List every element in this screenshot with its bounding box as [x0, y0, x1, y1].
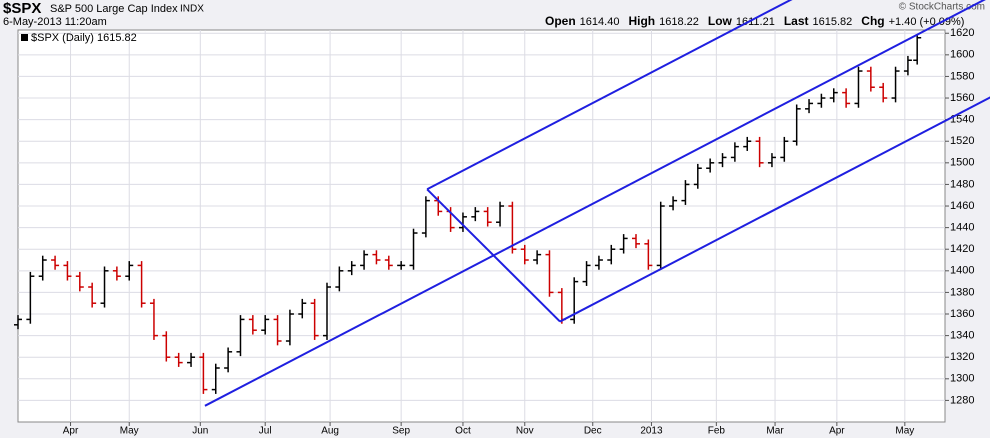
handle-base: [426, 188, 561, 323]
x-tick-label: Nov: [516, 426, 534, 437]
y-tick-label: 1620: [950, 27, 974, 39]
quote-label: Open: [545, 14, 576, 28]
symbol: $SPX: [3, 0, 41, 17]
x-tick-label: May: [120, 426, 139, 437]
y-tick-label: 1460: [950, 200, 974, 212]
quote-label: High: [628, 14, 655, 28]
x-tick-label: May: [895, 426, 914, 437]
quote-value: 1614.40: [580, 16, 620, 28]
x-tick-label: Oct: [455, 426, 471, 437]
y-tick-label: 1320: [950, 351, 974, 363]
y-tick-label: 1280: [950, 394, 974, 406]
y-tick-label: 1580: [950, 70, 974, 82]
quote-value: 1611.21: [736, 16, 775, 28]
quote-label: Last: [784, 14, 809, 28]
quote-value: 1618.22: [659, 16, 699, 28]
y-tick-label: 1420: [950, 243, 974, 255]
quote-label: Low: [708, 14, 733, 28]
legend-swatch: [21, 34, 28, 41]
exchange: INDX: [180, 4, 204, 15]
legend: $SPX (Daily) 1615.82: [31, 32, 137, 44]
x-tick-label: Apr: [829, 426, 845, 437]
quote-label: Chg: [861, 14, 884, 28]
x-tick-label: Mar: [766, 426, 784, 437]
y-tick-label: 1300: [950, 373, 974, 385]
plot-area: [17, 29, 946, 423]
y-tick-label: 1560: [950, 92, 974, 104]
y-tick-label: 1380: [950, 286, 974, 298]
y-tick-label: 1440: [950, 222, 974, 234]
x-tick-label: Sep: [392, 426, 410, 437]
y-tick-label: 1500: [950, 157, 974, 169]
y-tick-label: 1340: [950, 330, 974, 342]
date: 6-May-2013 11:20am: [3, 16, 107, 28]
x-tick-label: Feb: [708, 426, 726, 437]
x-tick-label: Apr: [63, 426, 79, 437]
x-tick-label: Jun: [192, 426, 208, 437]
x-tick-label: Dec: [584, 426, 602, 437]
quote-value: +1.40 (+0.09%): [889, 16, 965, 28]
y-tick-label: 1540: [950, 114, 974, 126]
y-tick-label: 1480: [950, 178, 974, 190]
x-tick-label: Aug: [321, 426, 339, 437]
quote-value: 1615.82: [813, 16, 853, 28]
y-tick-label: 1600: [950, 49, 974, 61]
x-tick-label: 2013: [640, 426, 663, 437]
median-line: [204, 0, 986, 407]
index-name: S&P 500 Large Cap Index: [50, 3, 178, 15]
upper-tine: [426, 0, 793, 191]
y-tick-label: 1360: [950, 308, 974, 320]
x-tick-label: Jul: [259, 426, 272, 437]
y-tick-label: 1520: [950, 135, 974, 147]
pitchfork: [204, 0, 990, 407]
y-tick-label: 1400: [950, 265, 974, 277]
copyright: © StockCharts.com: [899, 2, 985, 13]
lower-tine: [559, 96, 990, 323]
